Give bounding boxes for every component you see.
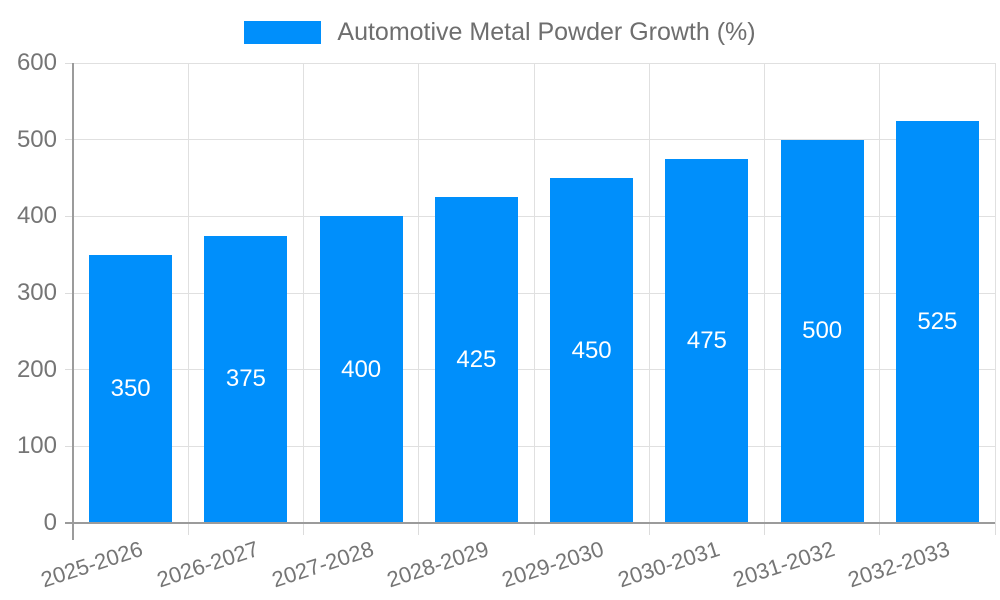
x-axis-tick <box>879 523 881 535</box>
y-axis-tick <box>65 215 73 217</box>
bar-value-label: 500 <box>802 317 843 345</box>
bar-value-label: 525 <box>917 307 958 335</box>
bar-value-label: 450 <box>571 336 612 364</box>
bar[interactable]: 500 <box>780 139 864 523</box>
x-gridline <box>418 63 420 523</box>
x-gridline <box>187 63 189 523</box>
y-axis-tick <box>65 139 73 141</box>
x-gridline <box>764 63 765 523</box>
bar-value-label: 475 <box>686 326 727 354</box>
bar-value-label: 400 <box>341 355 382 383</box>
y-tick-label: 600 <box>16 49 57 76</box>
x-tick-label: 2025-2026 <box>38 536 147 593</box>
x-gridline <box>994 63 996 523</box>
x-axis-tick <box>764 523 765 535</box>
y-axis-tick <box>65 292 73 294</box>
y-tick-label: 100 <box>16 432 57 460</box>
x-tick-label: 2026-2027 <box>153 536 262 593</box>
y-axis-line <box>72 63 74 540</box>
y-axis-tick <box>65 62 73 64</box>
x-gridline <box>648 63 650 523</box>
legend-swatch <box>244 20 322 44</box>
x-tick-label: 2032-2033 <box>844 536 953 593</box>
x-tick-label: 2031-2032 <box>729 536 838 593</box>
bar[interactable]: 350 <box>89 254 173 523</box>
bar[interactable]: 450 <box>550 178 634 523</box>
x-gridline <box>533 63 535 523</box>
y-tick-label: 200 <box>16 355 57 383</box>
y-tick-label: 0 <box>43 509 57 536</box>
x-tick-label: 2030-2031 <box>614 536 723 593</box>
x-axis-line <box>65 522 995 524</box>
bar[interactable]: 475 <box>665 158 749 523</box>
x-gridline <box>879 63 881 523</box>
bar[interactable]: 425 <box>434 197 518 523</box>
plot-area: 350 375 400 425 450 475 500 525 <box>73 62 996 523</box>
y-axis-tick <box>65 369 73 371</box>
x-axis-tick <box>533 523 535 535</box>
y-tick-label: 300 <box>16 279 57 306</box>
bar[interactable]: 400 <box>319 216 403 523</box>
x-axis-tick <box>994 523 996 535</box>
legend-label: Automotive Metal Powder Growth (%) <box>337 18 756 46</box>
x-tick-label: 2027-2028 <box>268 536 377 593</box>
bar[interactable]: 525 <box>895 120 979 523</box>
bar-value-label: 425 <box>456 346 497 374</box>
x-tick-label: 2028-2029 <box>383 536 492 593</box>
legend-item[interactable]: Automotive Metal Powder Growth (%) <box>244 18 756 46</box>
chart-legend: Automotive Metal Powder Growth (%) <box>0 18 1000 46</box>
y-axis-tick <box>65 445 73 447</box>
y-tick-label: 500 <box>16 125 57 153</box>
bar-value-label: 375 <box>225 365 266 393</box>
bar-value-label: 350 <box>110 374 151 402</box>
y-tick-label: 400 <box>16 202 57 230</box>
bar[interactable]: 375 <box>204 235 288 523</box>
x-axis-tick <box>187 523 189 535</box>
x-gridline <box>303 63 304 523</box>
x-axis-tick <box>303 523 304 535</box>
x-axis-tick <box>418 523 420 535</box>
x-tick-label: 2029-2030 <box>499 536 608 593</box>
x-axis-tick <box>648 523 650 535</box>
